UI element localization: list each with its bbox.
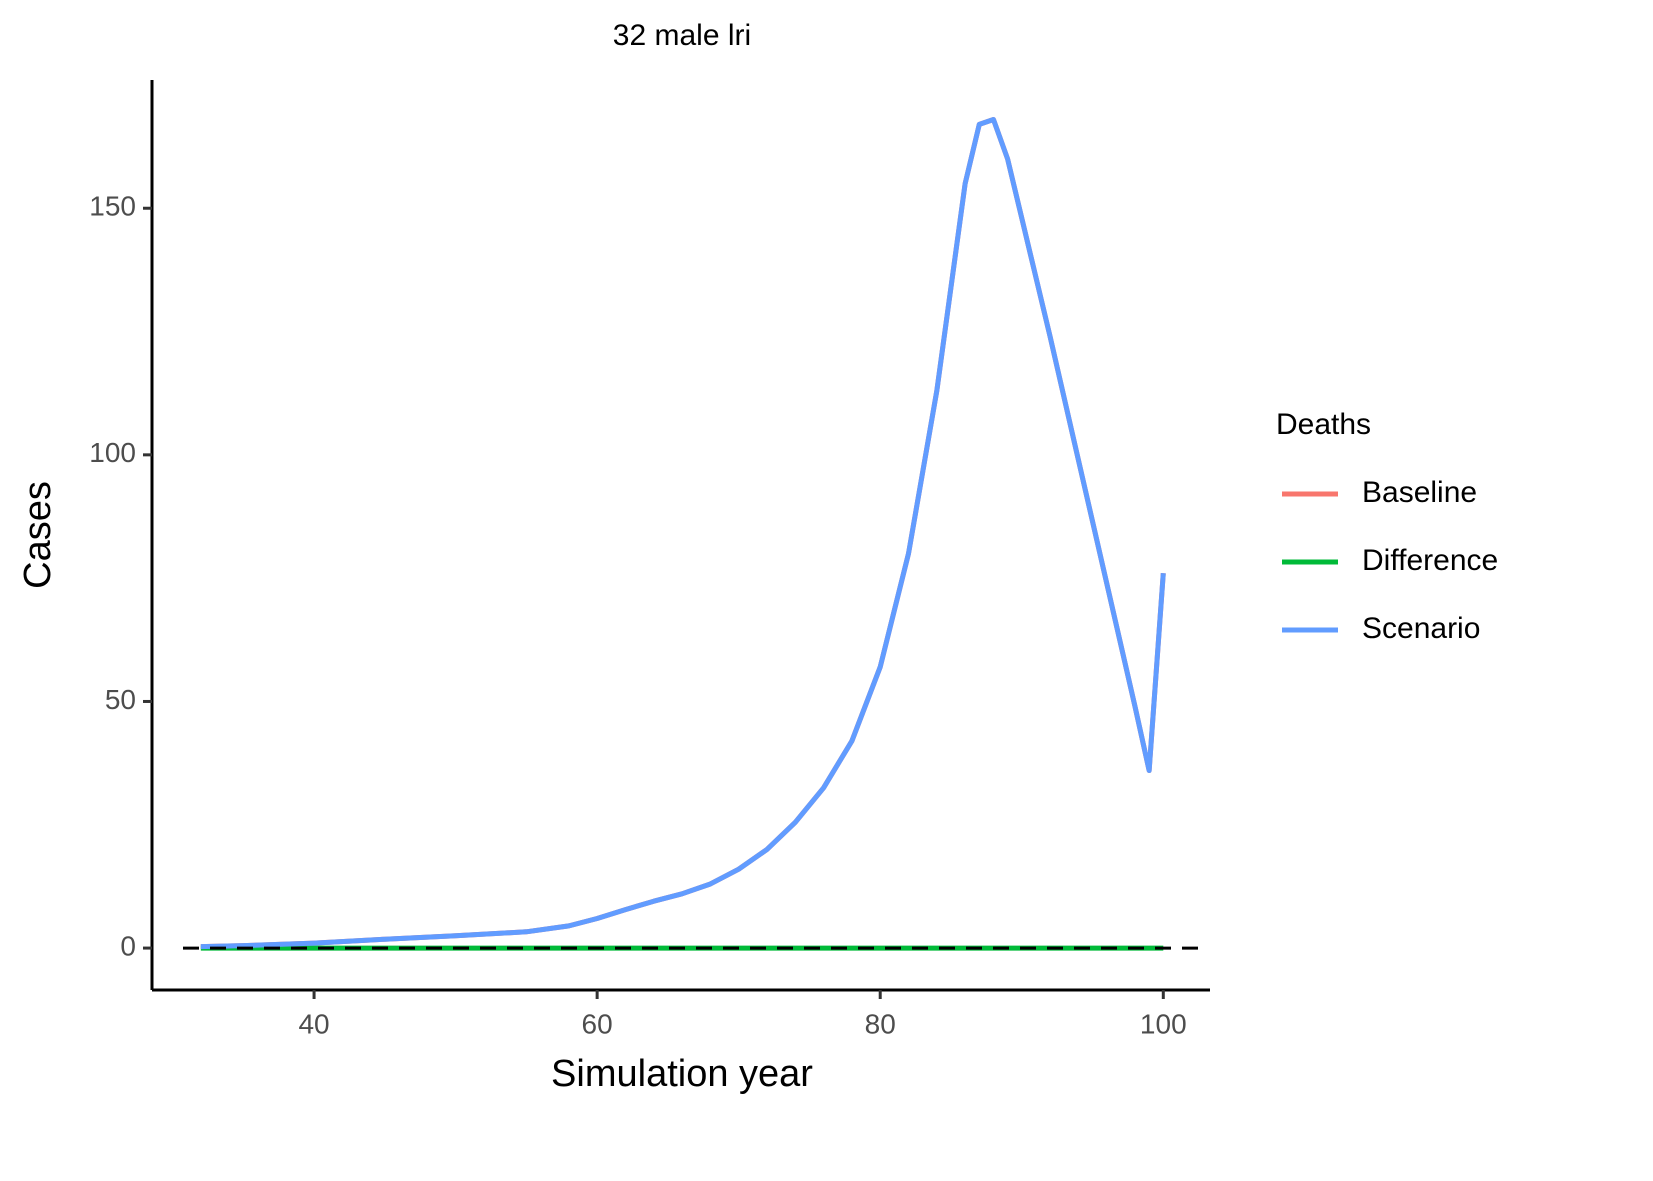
y-tick-label: 0 [120,930,136,961]
legend-title: Deaths [1276,408,1371,441]
legend-label: Baseline [1362,476,1477,509]
series-line [200,116,1166,950]
legend-label: Difference [1362,544,1498,577]
x-tick-label: 100 [1140,1008,1187,1039]
x-tick-label: 60 [582,1008,613,1039]
series-line [200,116,1166,950]
legend-label: Scenario [1362,612,1480,645]
y-tick-label: 50 [105,684,136,715]
y-axis-label: Cases [17,481,59,589]
x-tick-label: 40 [298,1008,329,1039]
x-axis-label: Simulation year [551,1053,813,1095]
y-tick-label: 100 [89,437,136,468]
y-tick-label: 150 [89,191,136,222]
x-tick-label: 80 [865,1008,896,1039]
chart-title: 32 male lri [613,19,751,52]
